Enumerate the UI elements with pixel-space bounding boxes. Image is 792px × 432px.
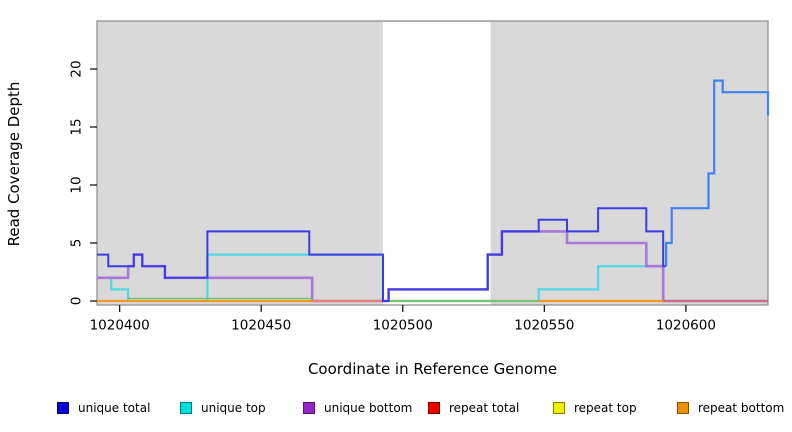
- x-tick-label: 1020550: [514, 318, 574, 334]
- series-unique-total-right-section-: [665, 79, 770, 267]
- legend-item-unique-top: unique top: [180, 399, 266, 417]
- x-tick-label: 1020400: [90, 318, 150, 334]
- legend-item-repeat-total: repeat total: [428, 399, 519, 417]
- x-tick-label: 1020500: [373, 318, 433, 334]
- x-axis-label: Coordinate in Reference Genome: [307, 360, 558, 378]
- legend-label: repeat bottom: [698, 401, 785, 415]
- y-tick-label: 0: [69, 297, 85, 306]
- legend-label: unique total: [78, 401, 151, 415]
- legend-label: unique top: [201, 401, 266, 415]
- legend-label: repeat top: [574, 401, 637, 415]
- y-tick-label: 15: [69, 118, 85, 135]
- legend-swatch-icon: [428, 402, 440, 414]
- legend-item-repeat-top: repeat top: [553, 399, 637, 417]
- panel-border: [96, 20, 769, 306]
- legend-item-unique-bottom: unique bottom: [303, 399, 412, 417]
- legend-swatch-icon: [303, 402, 315, 414]
- legend-swatch-icon: [180, 402, 192, 414]
- x-tick-label: 1020450: [231, 318, 291, 334]
- legend-swatch-icon: [553, 402, 565, 414]
- legend-swatch-icon: [57, 402, 69, 414]
- legend-label: repeat total: [449, 401, 520, 415]
- y-axis-label: Read Coverage Depth: [5, 81, 23, 247]
- legend-swatch-icon: [677, 402, 689, 414]
- legend-label: unique bottom: [324, 401, 413, 415]
- series-unique-total: [97, 207, 667, 302]
- legend: unique total unique top unique bottom repea…: [0, 399, 792, 421]
- y-tick-label: 5: [69, 239, 85, 248]
- x-tick-label: 1020600: [656, 318, 716, 334]
- coverage-gap-band: [382, 22, 491, 305]
- y-tick-label: 20: [69, 60, 85, 77]
- legend-item-unique-total: unique total: [57, 399, 150, 417]
- legend-item-repeat-bottom: repeat bottom: [677, 399, 784, 417]
- y-tick-label: 10: [69, 176, 85, 193]
